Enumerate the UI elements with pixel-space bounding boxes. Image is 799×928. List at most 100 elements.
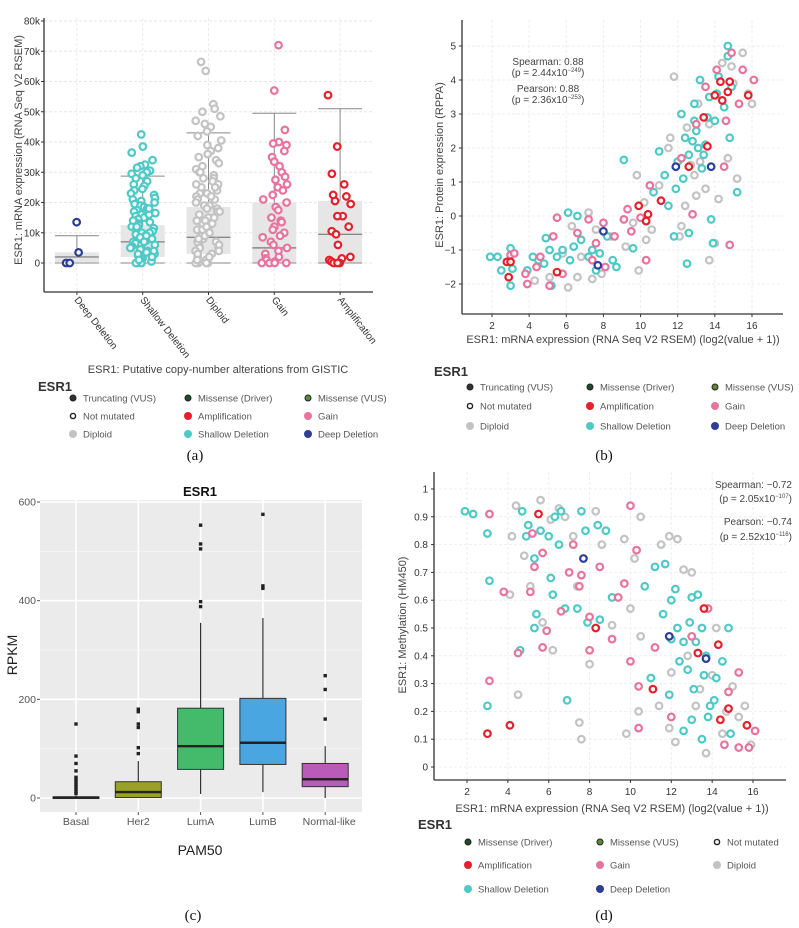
- legend-swatch-dot-icon: [711, 402, 719, 410]
- legend-swatch-ring-icon: [713, 838, 721, 846]
- d-point: [664, 690, 674, 700]
- d-y-tick-label: 0.3: [414, 679, 428, 690]
- d-point: [513, 648, 523, 658]
- d-legend-item: Shallow Deletion: [464, 885, 549, 896]
- d-point: [538, 548, 547, 558]
- d-point: [636, 512, 646, 522]
- d-point: [564, 568, 574, 577]
- d-point: [701, 654, 711, 663]
- caption-a: (a): [187, 448, 204, 464]
- d-point: [687, 568, 697, 577]
- a-point: [138, 142, 148, 151]
- a-y-tick-label: 10k: [24, 228, 41, 239]
- b-point: [545, 272, 554, 282]
- b-point: [584, 208, 593, 218]
- a-y-axis-label: ESR1: mRNA expression (RNA Seq V2 RSEM): [13, 35, 25, 265]
- b-point: [552, 252, 562, 262]
- a-point: [282, 198, 291, 207]
- d-point: [597, 540, 607, 549]
- a-legend-item: Diploid: [69, 430, 112, 441]
- b-point: [641, 235, 651, 245]
- a-point: [132, 163, 142, 173]
- c-outlier: [136, 707, 140, 711]
- b-legend-item: Missense (VUS): [711, 383, 794, 394]
- d-point: [713, 640, 723, 650]
- legend-swatch-dot-icon: [586, 422, 594, 430]
- a-legend-label: Deep Deletion: [318, 430, 378, 441]
- a-point: [138, 170, 148, 180]
- b-y-tick-label: 0: [450, 212, 456, 223]
- d-y-tick-label: 0.6: [414, 596, 428, 607]
- a-point: [202, 222, 211, 232]
- b-point: [521, 269, 530, 279]
- b-point: [567, 221, 577, 231]
- a-point: [202, 127, 212, 136]
- d-point: [650, 643, 660, 652]
- b-point: [576, 252, 586, 262]
- b-point: [664, 143, 673, 153]
- b-point: [723, 41, 733, 51]
- d-point: [507, 531, 517, 541]
- a-legend-item: Gain: [304, 412, 338, 423]
- b-point: [695, 157, 705, 167]
- d-x-tick-label: 2: [464, 787, 470, 798]
- d-point: [585, 659, 594, 669]
- a-point: [199, 173, 208, 183]
- d-legend-title: ESR1: [418, 817, 452, 832]
- b-point: [535, 252, 545, 262]
- b-point: [719, 162, 729, 172]
- d-point: [621, 729, 631, 739]
- legend-swatch-dot-icon: [466, 422, 474, 430]
- c-box-luma: [177, 523, 225, 795]
- b-legend-label: Gain: [725, 402, 745, 413]
- d-point: [530, 554, 539, 563]
- b-point: [671, 162, 681, 172]
- legend-swatch-mutation-icon: [304, 394, 312, 402]
- d-series-shallow-deletion: [460, 506, 735, 744]
- b-point: [725, 133, 735, 143]
- b-point: [688, 209, 697, 219]
- d-point: [675, 656, 684, 666]
- d-point: [670, 584, 680, 594]
- a-point: [332, 142, 342, 151]
- b-point: [654, 146, 664, 156]
- c-outlier: [74, 722, 78, 726]
- b-point: [719, 102, 729, 112]
- legend-swatch-ring-icon: [466, 402, 474, 410]
- c-outlier: [136, 751, 140, 756]
- c-outlier: [74, 787, 78, 791]
- b-point: [706, 214, 716, 224]
- d-point: [517, 506, 527, 516]
- c-box-normal-like: [301, 673, 349, 798]
- d-point: [666, 712, 676, 722]
- d-point: [650, 562, 660, 572]
- c-x-tick-label: Her2: [127, 816, 150, 828]
- a-point: [279, 146, 289, 156]
- d-point: [511, 501, 521, 511]
- legend-swatch-dot-icon: [586, 402, 594, 410]
- b-point: [717, 95, 727, 105]
- a-y-tick-label: 40k: [24, 138, 41, 149]
- d-point: [658, 609, 668, 619]
- a-point: [346, 199, 356, 209]
- a-point: [196, 57, 206, 67]
- d-point: [505, 720, 515, 730]
- d-y-tick-label: 0: [422, 763, 428, 774]
- d-point: [556, 506, 566, 516]
- b-point: [647, 225, 657, 235]
- a-point: [280, 172, 290, 182]
- d-point: [705, 701, 715, 711]
- a-legend-label: Gain: [318, 412, 338, 423]
- b-point: [678, 174, 688, 184]
- d-point: [483, 701, 492, 711]
- a-point: [210, 182, 220, 192]
- d-point: [664, 631, 674, 641]
- d-point: [679, 726, 688, 736]
- d-x-tick-label: 12: [666, 787, 678, 798]
- b-pearson-p: (p = 2.36x10−253): [512, 95, 585, 106]
- d-point: [577, 734, 586, 744]
- a-point: [268, 139, 278, 148]
- b-point: [599, 218, 608, 228]
- c-box-her2: [114, 707, 162, 799]
- a-point: [278, 185, 288, 195]
